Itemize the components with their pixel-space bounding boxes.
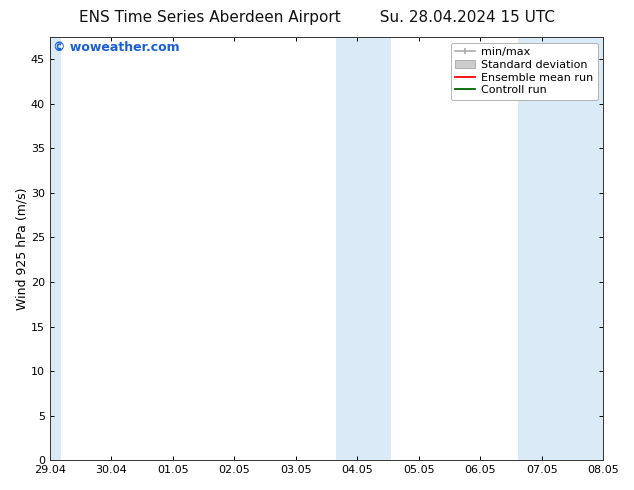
- Bar: [335, 37, 391, 460]
- Bar: [47, 37, 61, 460]
- Text: ENS Time Series Aberdeen Airport        Su. 28.04.2024 15 UTC: ENS Time Series Aberdeen Airport Su. 28.…: [79, 10, 555, 25]
- Legend: min/max, Standard deviation, Ensemble mean run, Controll run: min/max, Standard deviation, Ensemble me…: [451, 43, 598, 100]
- Bar: [518, 37, 606, 460]
- Text: © woweather.com: © woweather.com: [53, 41, 179, 54]
- Y-axis label: Wind 925 hPa (m/s): Wind 925 hPa (m/s): [15, 187, 28, 310]
